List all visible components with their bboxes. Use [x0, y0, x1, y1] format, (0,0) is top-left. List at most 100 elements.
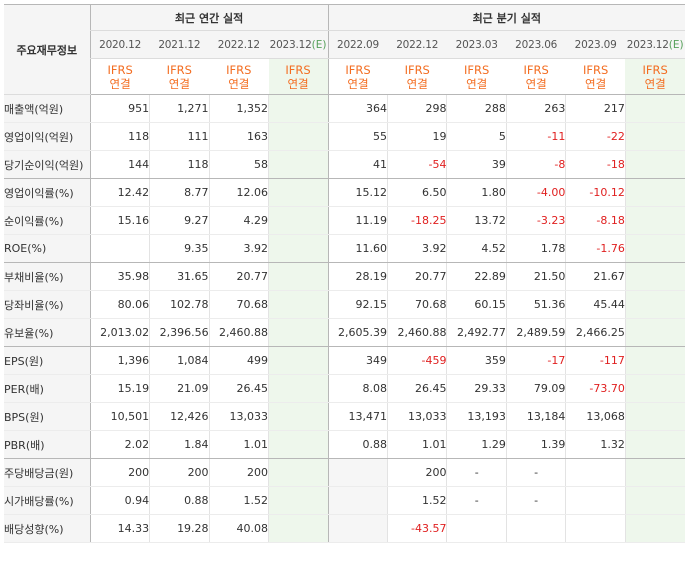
table-cell: 217 — [565, 94, 626, 123]
consolidated-text: 연결 — [644, 76, 666, 91]
table-cell: 20.77 — [386, 262, 447, 291]
table-cell: 200 — [149, 458, 210, 487]
row-label: PBR(배) — [4, 430, 91, 459]
period-date-text: 2023.09 — [574, 38, 617, 51]
ifrs-text: IFRS — [345, 62, 371, 77]
table-row: 매출액(억원) 951 1,271 1,352 364 298 288 263 217 — [4, 94, 685, 123]
table-cell: 79.09 — [505, 374, 566, 403]
table-cell — [268, 290, 329, 319]
table-cell: 14.33 — [89, 514, 150, 543]
period-date: 2023.06 — [506, 30, 566, 59]
table-cell — [624, 234, 685, 263]
table-cell: 200 — [208, 458, 269, 487]
table-row: 유보율(%) 2,013.02 2,396.56 2,460.88 2,605.39 2,… — [4, 318, 685, 347]
ifrs-text: IFRS — [285, 62, 311, 77]
table-cell: 2,460.88 — [386, 318, 447, 347]
table-cell: -18.25 — [386, 206, 447, 235]
table-cell — [268, 486, 329, 515]
table-row: 영업이익(억원) 118 111 163 55 19 5 -11 -22 — [4, 122, 685, 151]
table-cell — [624, 402, 685, 431]
estimate-mark: (E) — [668, 38, 684, 51]
table-cell: 15.16 — [89, 206, 150, 235]
table-row: 시가배당률(%) 0.94 0.88 1.52 1.52- - — [4, 486, 685, 515]
table-cell: -54 — [386, 150, 447, 179]
table-cell — [624, 486, 685, 515]
ifrs-consolidated-label: IFRS 연결 — [387, 58, 447, 95]
table-cell — [624, 178, 685, 207]
table-cell: 1.84 — [149, 430, 210, 459]
table-cell: 102.78 — [149, 290, 210, 319]
table-cell: 200 — [89, 458, 150, 487]
ifrs-consolidated-label: IFRS 연결 — [209, 58, 269, 95]
table-cell: 13,471 — [327, 402, 388, 431]
table-cell: 9.35 — [149, 234, 210, 263]
row-label: ROE(%) — [4, 234, 91, 263]
table-cell — [624, 318, 685, 347]
table-cell — [268, 514, 329, 543]
period-date: 2023.09 — [565, 30, 626, 59]
table-cell: 298 — [386, 94, 447, 123]
period-date-text: 2020.12 — [99, 38, 142, 51]
table-cell — [624, 122, 685, 151]
table-cell: 951 — [89, 94, 150, 123]
table-cell: 20.77 — [208, 262, 269, 291]
table-cell: 19.28 — [149, 514, 210, 543]
table-cell: 1.01 — [386, 430, 447, 459]
period-date: 2023.12(E) — [268, 30, 329, 59]
table-cell: 111 — [149, 122, 210, 151]
table-cell: 0.88 — [149, 486, 210, 515]
row-label: 유보율(%) — [4, 318, 91, 347]
table-cell: 58 — [208, 150, 269, 179]
table-row: ROE(%) 9.35 3.92 11.60 3.92 4.52 1.78 -1.76 — [4, 234, 685, 263]
row-header-label: 주요재무정보 — [4, 4, 91, 95]
table-cell: 118 — [89, 122, 150, 151]
table-cell — [268, 234, 329, 263]
table-row: 당좌비율(%) 80.06 102.78 70.68 92.15 70.68 60.15 51… — [4, 290, 685, 319]
table-cell: 0.94 — [89, 486, 150, 515]
table-cell: 21.67 — [565, 262, 626, 291]
row-label: 당기순이익(억원) — [4, 150, 91, 179]
table-row: 순이익률(%) 15.16 9.27 4.29 11.19 -18.25 13.72 -3.2… — [4, 206, 685, 235]
period-date: 2022.12 — [387, 30, 447, 59]
table-cell: 19 — [386, 122, 447, 151]
table-row: 부채비율(%) 35.98 31.65 20.77 28.19 20.77 22.89 21.… — [4, 262, 685, 291]
row-label: EPS(원) — [4, 346, 91, 375]
table-cell — [565, 458, 626, 487]
table-cell: 45.44 — [565, 290, 626, 319]
financial-summary-table: 주요재무정보 최근 연간 실적 최근 분기 실적 2020.12 2021.12 2… — [4, 4, 685, 543]
table-cell: 80.06 — [89, 290, 150, 319]
table-cell — [327, 458, 388, 487]
table-cell — [268, 94, 329, 123]
row-label: BPS(원) — [4, 402, 91, 431]
annual-results-header: 최근 연간 실적 — [89, 4, 329, 31]
table-row: PER(배) 15.19 21.09 26.45 8.08 26.45 29.33 79.09… — [4, 374, 685, 403]
consolidated-text: 연결 — [168, 76, 190, 91]
table-cell: 1.52 — [386, 486, 447, 515]
table-cell: 12.06 — [208, 178, 269, 207]
table-cell — [565, 514, 626, 543]
table-cell — [624, 430, 685, 459]
table-cell: 13.72 — [446, 206, 507, 235]
table-cell: 0.88 — [327, 430, 388, 459]
table-cell: - — [446, 486, 507, 515]
table-cell — [268, 206, 329, 235]
table-cell: 8.77 — [149, 178, 210, 207]
period-date-text: 2023.03 — [455, 38, 498, 51]
table-cell: 1.80 — [446, 178, 507, 207]
table-cell: 13,033 — [386, 402, 447, 431]
table-cell: 8.08 — [327, 374, 388, 403]
table-cell: 118 — [149, 150, 210, 179]
period-date-text: 2022.12 — [217, 38, 260, 51]
table-cell: 4.29 — [208, 206, 269, 235]
table-cell: -73.70 — [565, 374, 626, 403]
table-cell — [624, 206, 685, 235]
table-cell: -459 — [386, 346, 447, 375]
table-cell — [446, 514, 507, 543]
table-cell: 349 — [327, 346, 388, 375]
table-row: EPS(원) 1,396 1,084 499 349 -459 359 -17 -117 — [4, 346, 685, 375]
table-cell: -11 — [505, 122, 566, 151]
ifrs-text: IFRS — [523, 62, 549, 77]
quarterly-results-header: 최근 분기 실적 — [327, 4, 685, 31]
table-cell: 2,466.25 — [565, 318, 626, 347]
table-cell: 70.68 — [208, 290, 269, 319]
